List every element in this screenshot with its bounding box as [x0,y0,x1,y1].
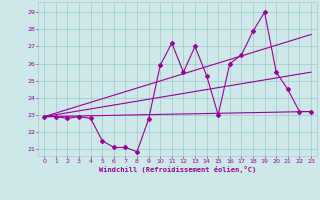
X-axis label: Windchill (Refroidissement éolien,°C): Windchill (Refroidissement éolien,°C) [99,166,256,173]
